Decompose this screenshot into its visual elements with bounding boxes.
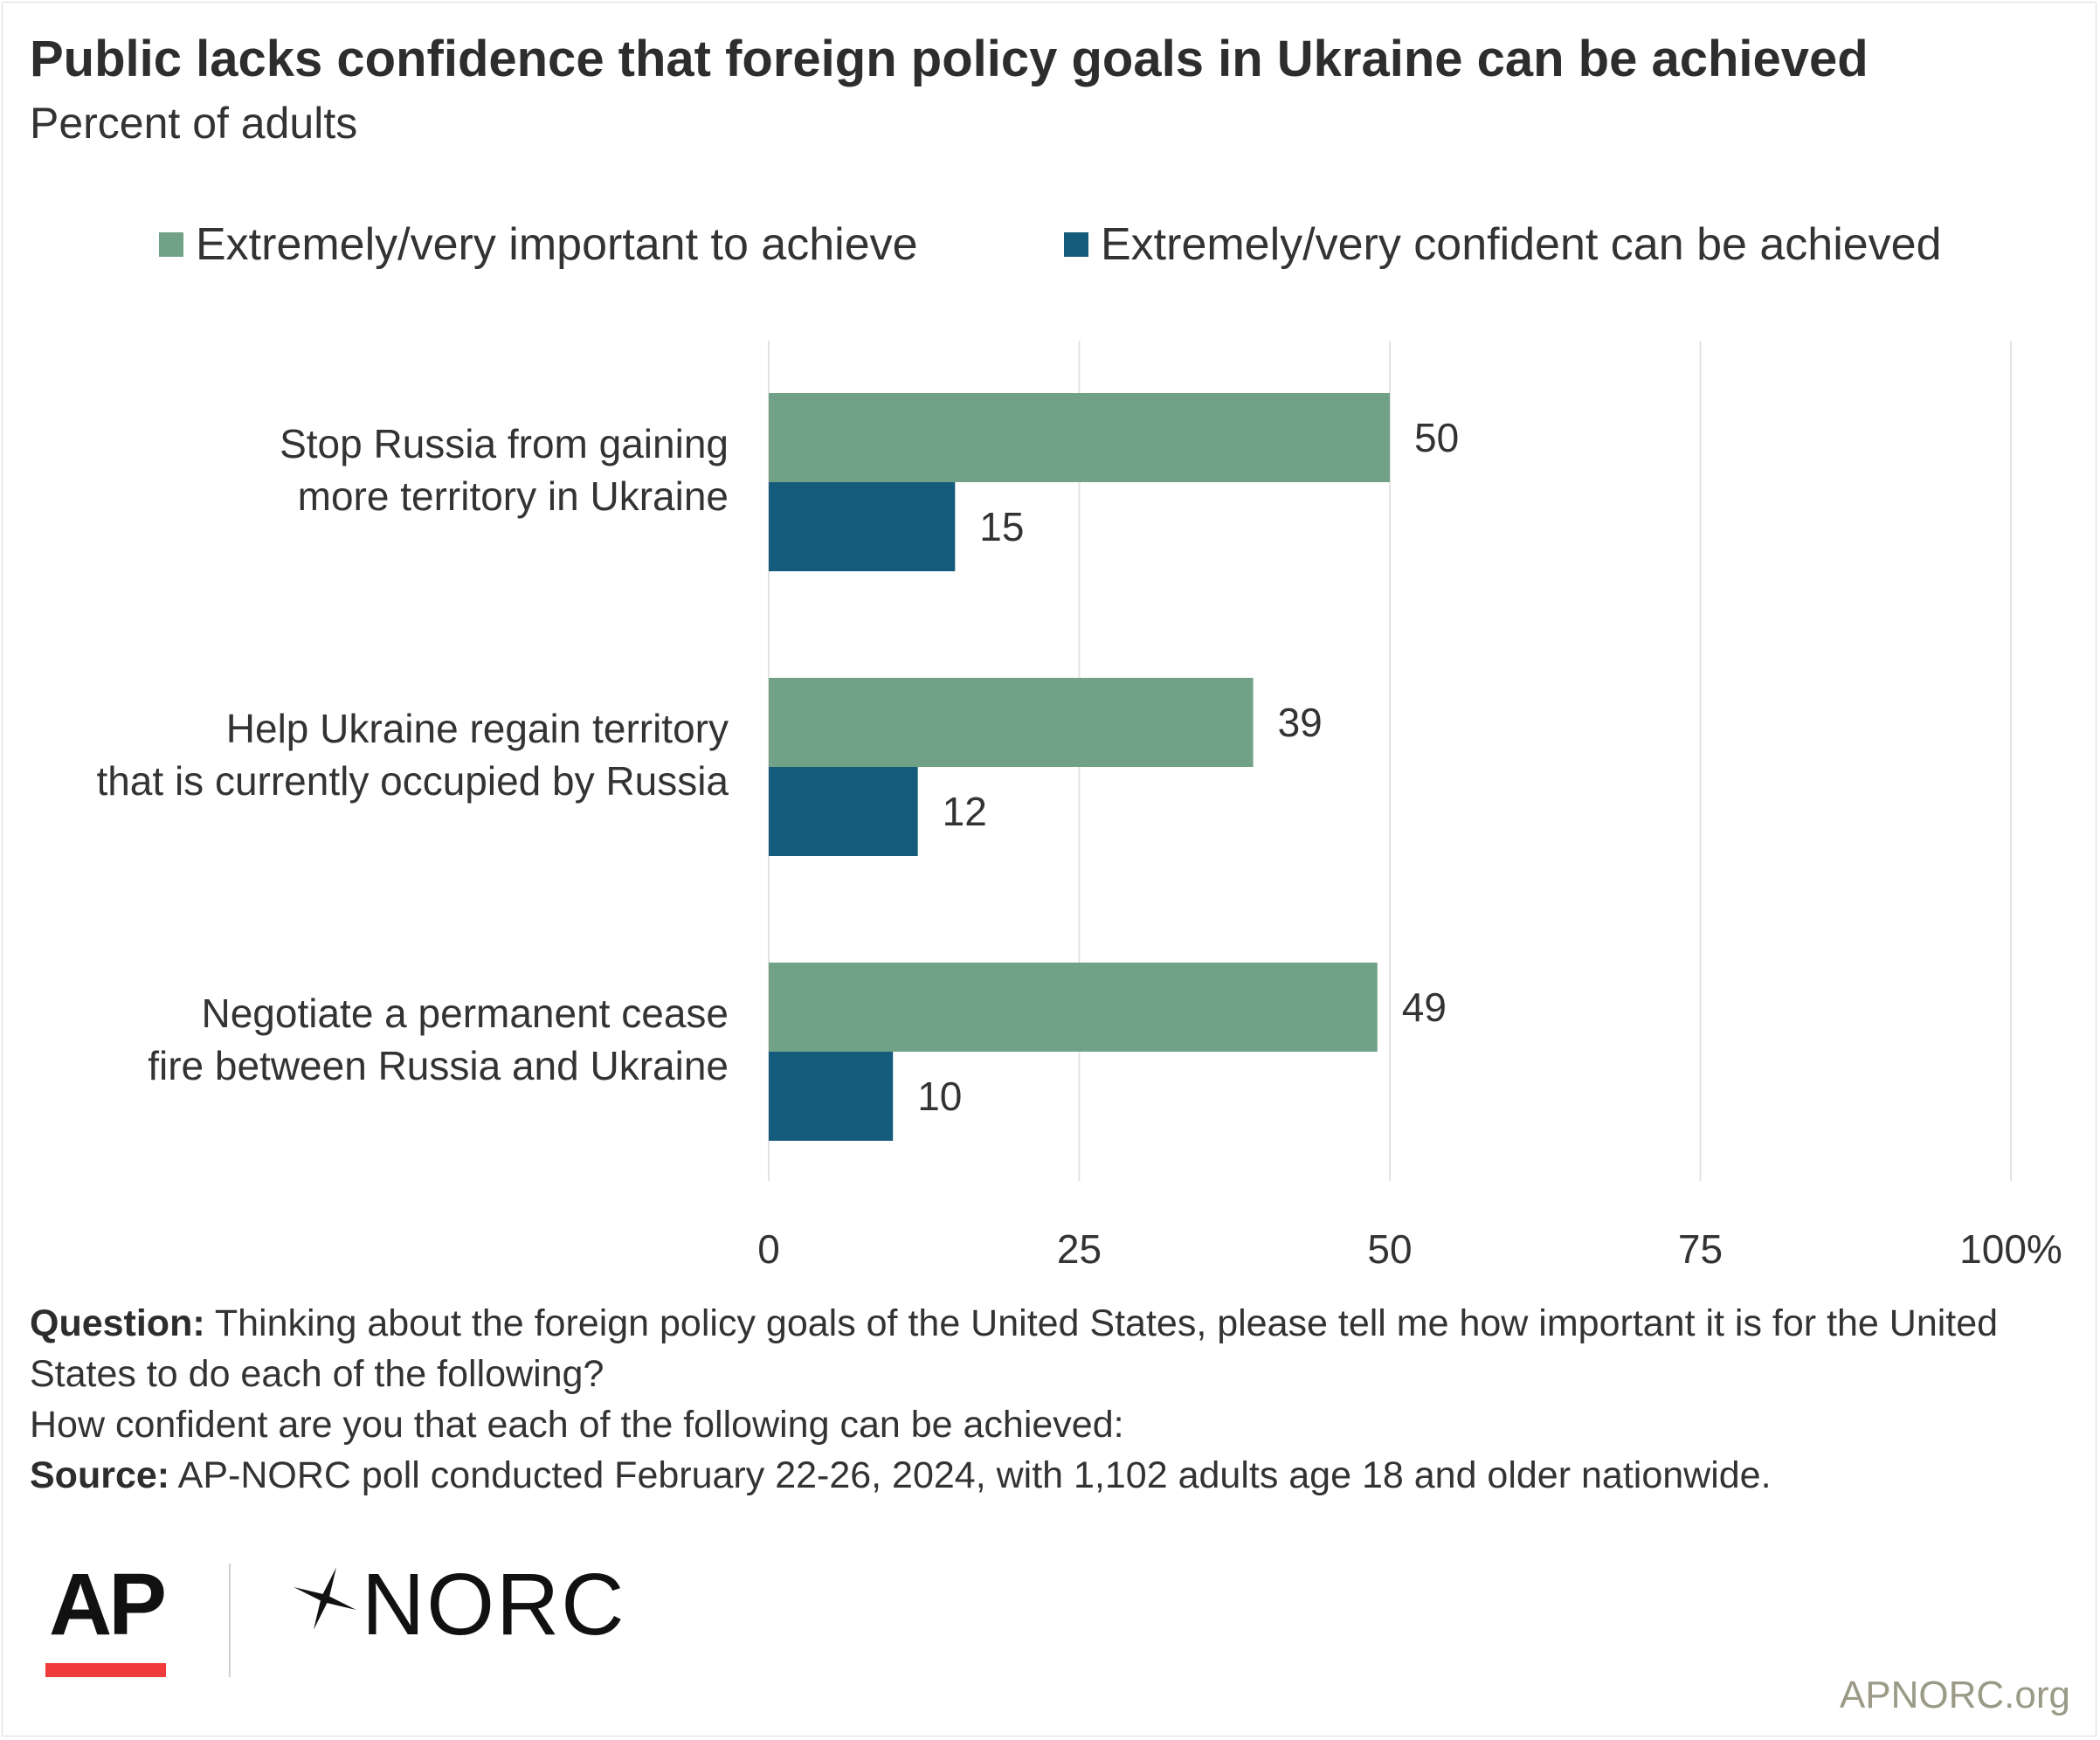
source-text: AP-NORC poll conducted February 22-26, 2… (169, 1454, 1772, 1496)
legend-item-important: Extremely/very important to achieve (159, 218, 918, 271)
category-label: fire between Russia and Ukraine (148, 1043, 729, 1088)
logo-divider (229, 1564, 231, 1677)
data-label: 50 (1414, 415, 1459, 460)
chart-subtitle: Percent of adults (30, 99, 358, 148)
x-tick-label: 75 (1678, 1226, 1723, 1272)
category-label: that is currently occupied by Russia (96, 758, 729, 804)
legend-item-confident: Extremely/very confident can be achieved (1064, 218, 1942, 271)
norc-logo: NORC (362, 1556, 626, 1654)
data-label: 10 (917, 1074, 962, 1119)
norc-star-icon (294, 1567, 356, 1630)
legend-label-important: Extremely/very important to achieve (196, 219, 918, 270)
footnote-question: Question: Thinking about the foreign pol… (30, 1298, 2065, 1399)
source-label: Source: (30, 1454, 170, 1496)
footnote-question-2: How confident are you that each of the f… (30, 1404, 1124, 1446)
category-label: more territory in Ukraine (298, 473, 729, 519)
category-label: Stop Russia from gaining (280, 421, 729, 466)
question-text: Thinking about the foreign policy goals … (30, 1302, 1999, 1395)
chart-title: Public lacks confidence that foreign pol… (30, 31, 1869, 87)
question-label: Question: (30, 1302, 205, 1344)
x-tick-label: 50 (1367, 1226, 1412, 1272)
legend-swatch-important (159, 232, 183, 257)
legend: Extremely/very important to achieve Extr… (0, 218, 2100, 280)
x-tick-label: 100% (1959, 1226, 2062, 1272)
bar (769, 678, 1254, 767)
footnote-source: Source: AP-NORC poll conducted February … (30, 1450, 2065, 1501)
bar (769, 963, 1378, 1052)
bar (769, 393, 1390, 482)
data-label: 12 (943, 789, 987, 834)
data-label: 39 (1278, 700, 1323, 745)
x-tick-label: 25 (1057, 1226, 1102, 1272)
bar-chart: 0 25 50 75 100% 50 15 Stop Russia from gaining m… (96, 341, 2062, 1272)
bar (769, 767, 918, 856)
category-label: Negotiate a permanent cease (201, 991, 729, 1036)
bar (769, 1052, 894, 1141)
site-url: APNORC.org (1839, 1674, 2070, 1716)
ap-logo: AP (49, 1556, 167, 1654)
legend-label-confident: Extremely/very confident can be achieved (1101, 219, 1942, 270)
data-label: 15 (979, 504, 1024, 549)
footnote: Question: Thinking about the foreign pol… (30, 1298, 2065, 1501)
x-tick-label: 0 (757, 1226, 780, 1272)
ap-logo-bar (45, 1663, 166, 1677)
bar (769, 482, 956, 571)
category-label: Help Ukraine regain territory (226, 706, 729, 751)
legend-swatch-confident (1064, 232, 1088, 257)
data-label: 49 (1402, 984, 1447, 1030)
